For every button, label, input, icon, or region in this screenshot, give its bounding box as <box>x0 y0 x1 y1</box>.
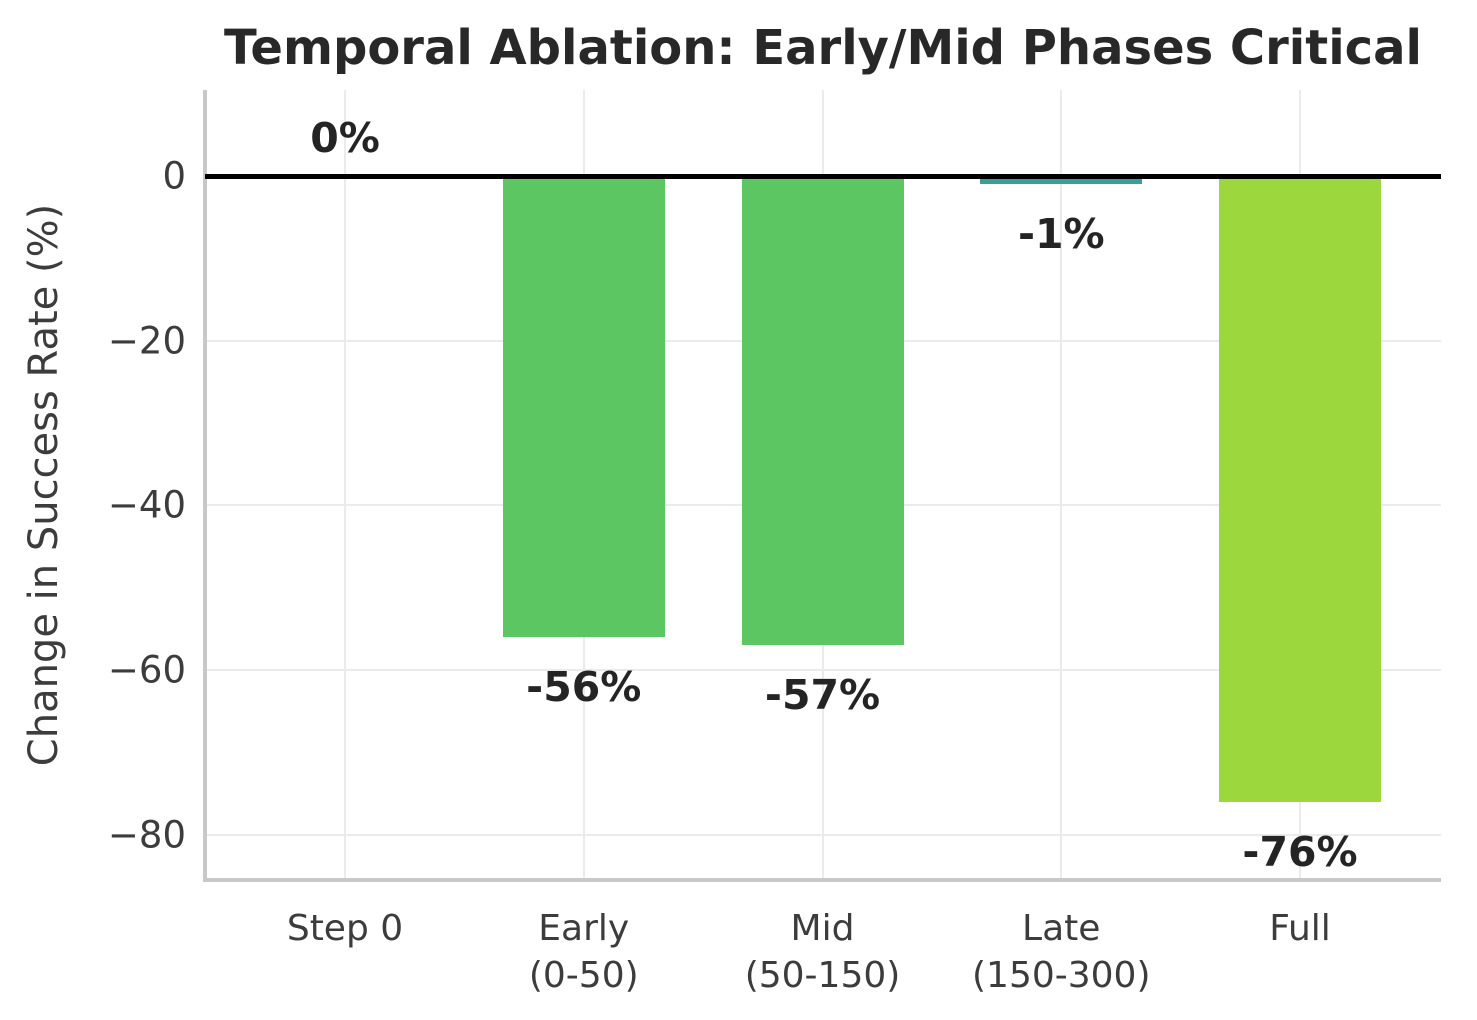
bar-value-label: -57% <box>764 671 881 720</box>
zero-baseline <box>205 174 1441 179</box>
x-tick-label: Full <box>1269 908 1331 949</box>
bar <box>741 176 904 646</box>
bar-value-label: -56% <box>526 663 642 712</box>
y-tick-label: 0 <box>162 154 186 198</box>
x-tick-label: Step 0 <box>286 908 404 949</box>
x-gridline <box>344 90 346 880</box>
bottom-spine <box>203 878 1441 882</box>
y-tick-label: −60 <box>107 648 186 692</box>
x-gridline <box>1060 90 1063 880</box>
bar <box>1219 176 1381 802</box>
bar-value-label: 0% <box>310 114 380 162</box>
x-tick-label: Mid (50-150) <box>744 908 901 996</box>
y-tick-label: −40 <box>107 483 186 527</box>
y-tick-label: −20 <box>107 319 186 363</box>
chart-title: Temporal Ablation: Early/Mid Phases Crit… <box>224 20 1422 76</box>
x-tick-label: Early (0-50) <box>528 908 639 996</box>
y-tick-label: −80 <box>107 813 186 857</box>
x-tick-label: Late (150-300) <box>971 908 1151 996</box>
bar-value-label: -1% <box>1017 210 1105 259</box>
left-spine <box>203 90 207 882</box>
bar-value-label: -76% <box>1242 827 1358 876</box>
bar <box>980 176 1143 185</box>
bar <box>502 176 665 638</box>
